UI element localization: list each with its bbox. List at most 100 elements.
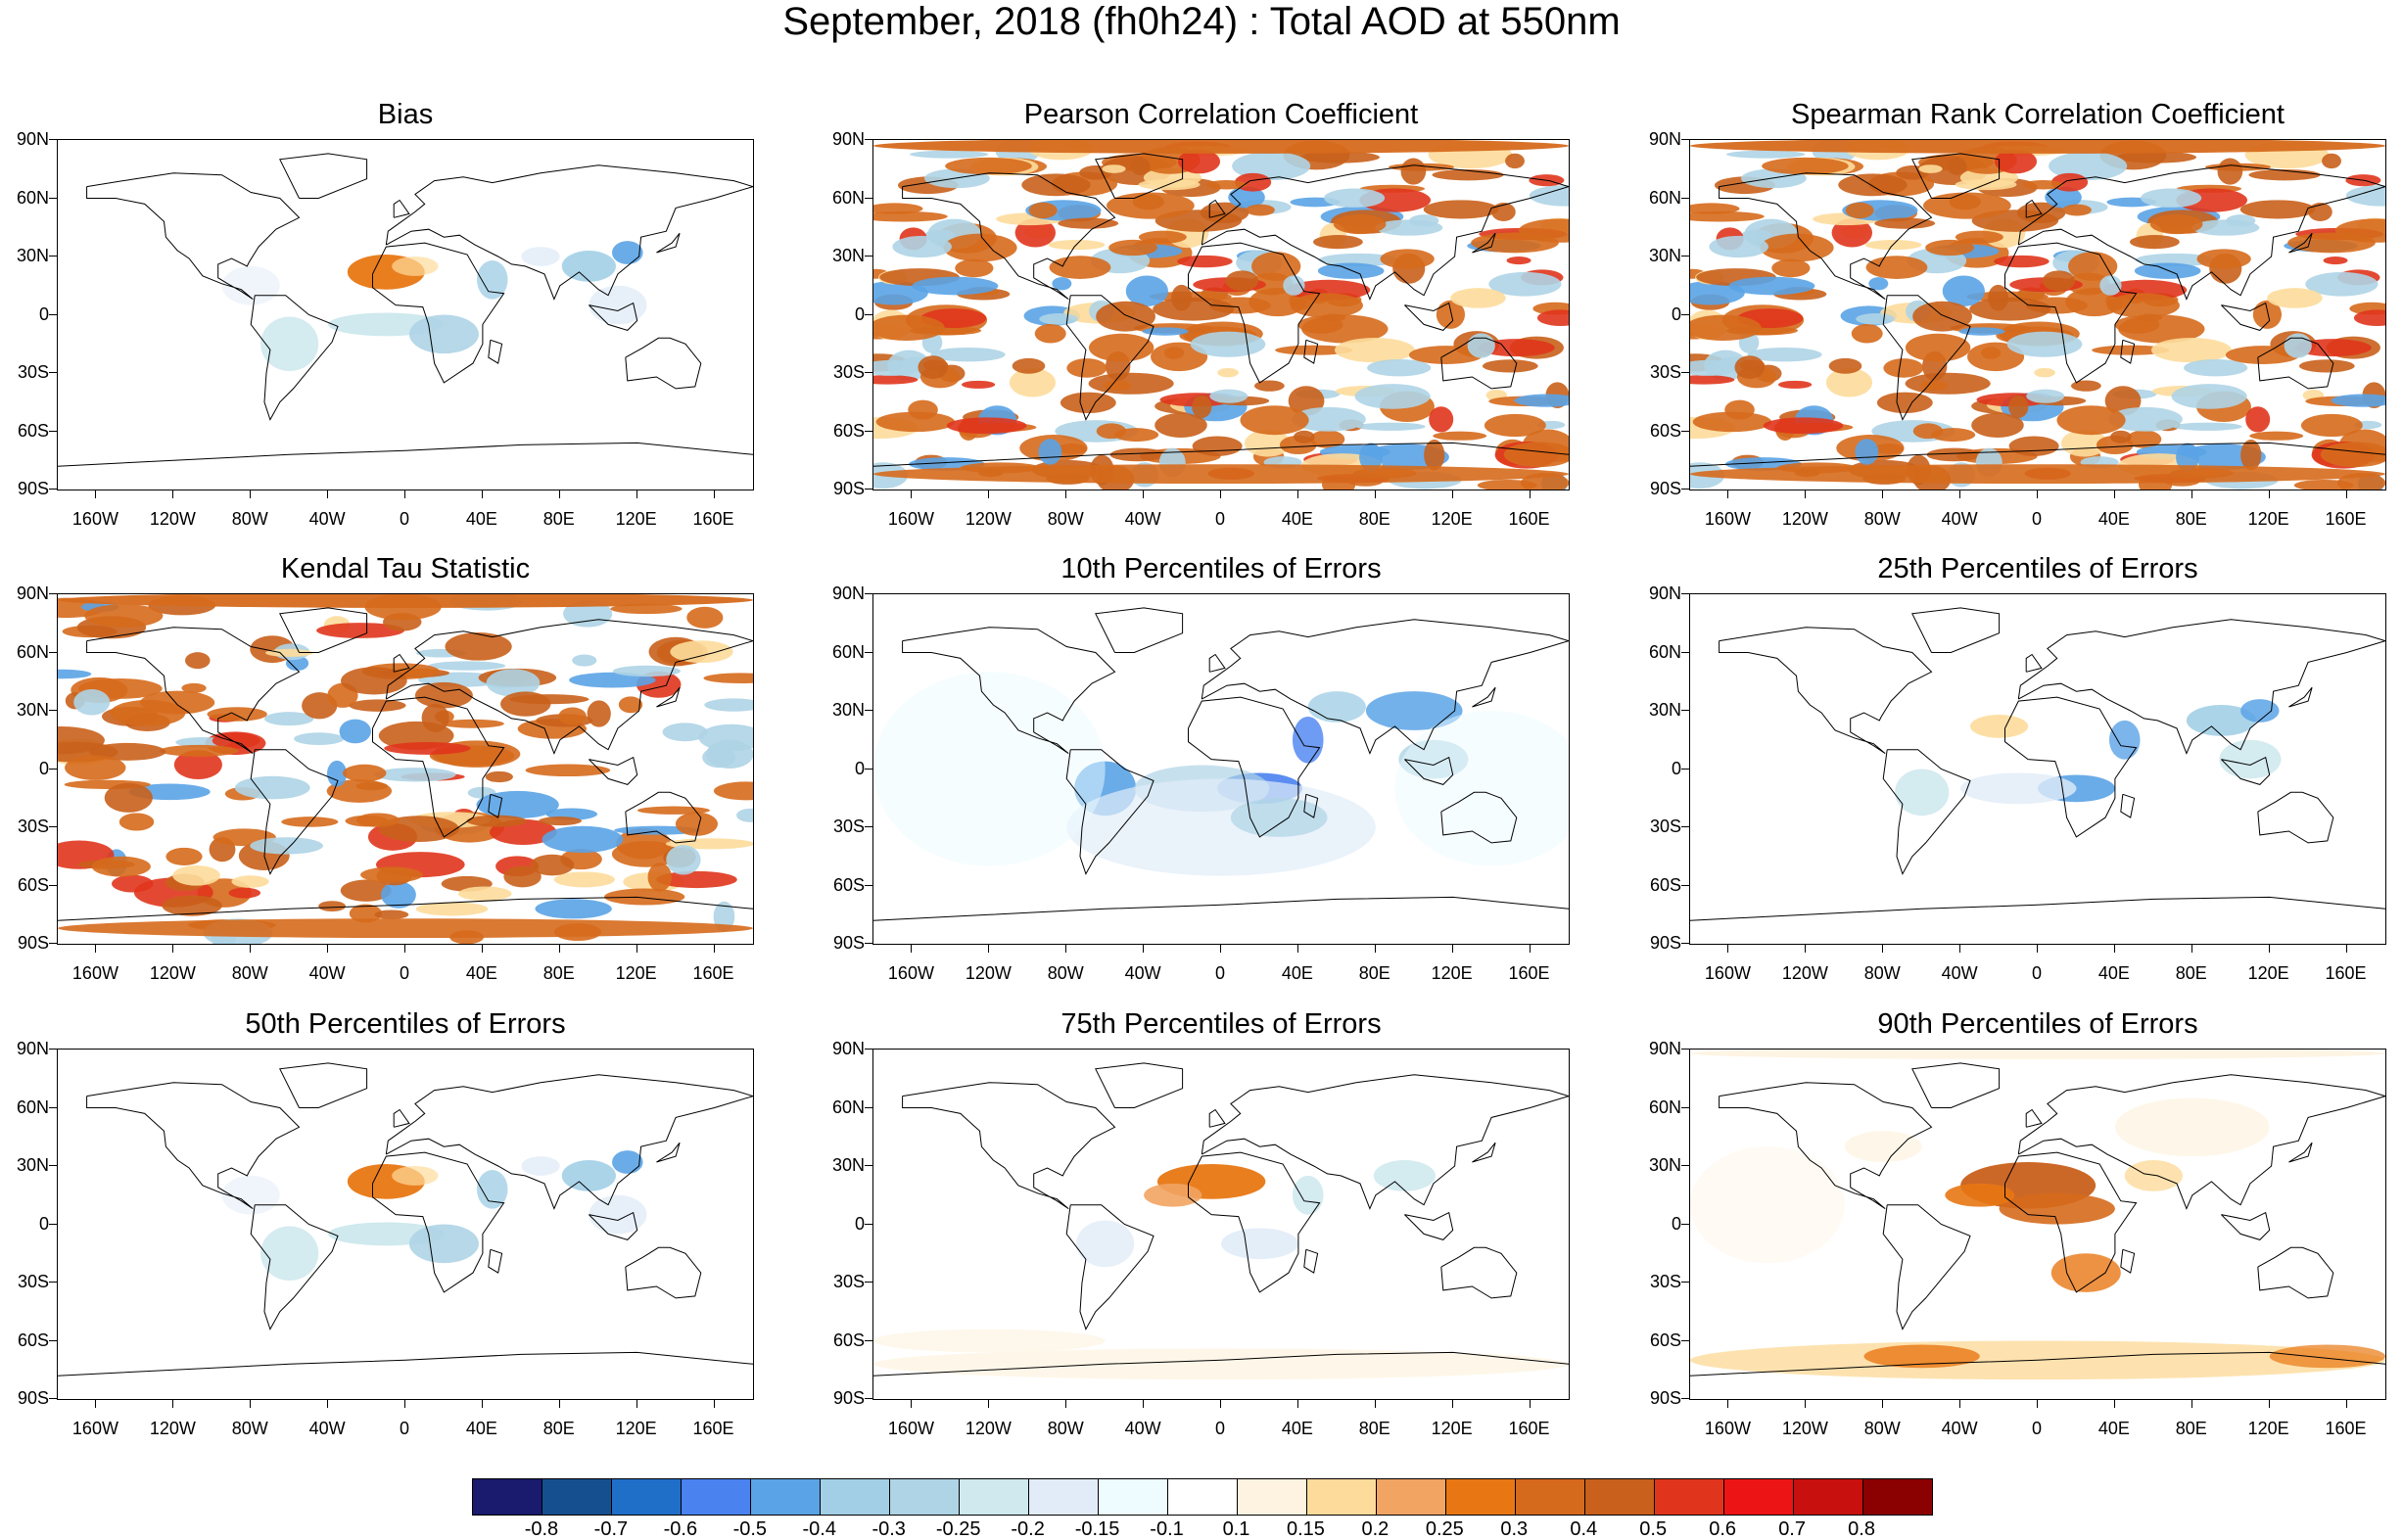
lon-label: 160E [692, 963, 734, 983]
field-patch [1919, 380, 1949, 392]
lon-tick [1065, 490, 1067, 498]
field-patch [616, 827, 672, 860]
map-plot-area [1689, 1049, 2386, 1400]
field-patch [2305, 271, 2379, 297]
lat-tick [865, 197, 872, 199]
field-patch [1999, 1192, 2115, 1225]
colorbar-label: -0.5 [732, 1518, 768, 1540]
field-patch [1874, 217, 1936, 229]
field-patch [1217, 367, 1239, 378]
field-patch [172, 865, 220, 886]
map-plot-area [872, 139, 1570, 490]
lat-tick [49, 826, 57, 827]
coastline [902, 172, 1116, 301]
field-patch [1290, 293, 1363, 318]
field-patch [892, 235, 952, 258]
map-panel: 25th Percentiles of Errors 90N 60N 30N 0 30S 6… [1649, 553, 2386, 983]
lon-label: 80W [1047, 963, 1084, 983]
field-patch [1365, 691, 1463, 730]
field-patch [1734, 355, 1766, 380]
lon-label: 160E [1508, 963, 1550, 983]
coastline [625, 337, 702, 390]
coastline [372, 242, 505, 384]
lat-tick [1681, 256, 1689, 257]
field-patch [1192, 396, 1212, 419]
lat-label: 90N [831, 129, 865, 149]
field-patch [1021, 173, 1091, 197]
lon-tick [558, 1400, 560, 1408]
lon-tick [1374, 945, 1376, 953]
field-patch [415, 902, 489, 916]
colorbar-label: -0.8 [524, 1518, 559, 1540]
field-patch [1925, 239, 1974, 257]
field-patch [181, 682, 207, 693]
lon-tick [1220, 490, 1221, 498]
lat-tick [865, 593, 872, 594]
lat-label: 0 [854, 303, 865, 324]
field-patch [1709, 235, 1768, 258]
field-patch [2056, 405, 2126, 436]
field-patch [1228, 186, 1265, 209]
coastline [1911, 1062, 2001, 1108]
lat-tick [49, 1223, 57, 1225]
lat-label: 90N [831, 583, 865, 603]
field-patch [1844, 1131, 1922, 1163]
lat-label: 60S [1649, 874, 1681, 895]
colorbar [472, 1478, 1933, 1516]
map-svg [58, 1062, 753, 1377]
field-patch [1039, 313, 1079, 325]
field-patch [1009, 368, 1057, 397]
field-patch [2252, 300, 2283, 329]
field-patch [360, 866, 423, 883]
field-patch [1163, 347, 1185, 359]
lon-tick [1529, 945, 1531, 953]
field-patch [1373, 1160, 1436, 1191]
field-patch [1154, 412, 1207, 438]
field-patch [58, 669, 92, 679]
lon-tick [2268, 1400, 2270, 1408]
field-patch [339, 719, 371, 744]
field-patch [341, 667, 407, 695]
field-patch [58, 918, 753, 939]
map-svg [58, 594, 753, 944]
lon-label: 0 [2031, 509, 2042, 529]
coastline [2120, 793, 2136, 818]
lon-label: 160W [71, 509, 118, 529]
lon-tick [1296, 490, 1298, 498]
coastline [1188, 696, 1321, 838]
lat-label: 0 [1671, 1213, 1681, 1234]
field-patch [318, 901, 346, 912]
lon-label: 40E [2097, 1419, 2130, 1438]
coastline [1690, 1351, 2385, 1377]
lon-label: 40E [465, 509, 497, 529]
lat-label: 30N [831, 246, 865, 265]
field-patch [349, 699, 406, 712]
coastline [488, 793, 503, 818]
lon-tick [2268, 490, 2270, 498]
field-patch [2293, 479, 2354, 490]
field-patch [1876, 392, 1933, 414]
field-patch [1690, 140, 2385, 154]
field-patch [486, 669, 541, 697]
field-patch [1690, 314, 1762, 342]
map-svg [1690, 140, 2385, 490]
lon-label: 80E [542, 963, 575, 983]
field-patch [1942, 275, 1985, 307]
coastline [2257, 791, 2334, 844]
field-patch [2108, 720, 2141, 760]
lon-tick [172, 945, 174, 953]
field-patch [1356, 422, 1426, 431]
field-patch [326, 760, 348, 787]
field-patch [530, 854, 575, 876]
coastline [873, 1351, 1569, 1377]
field-patch [1845, 202, 1874, 219]
field-patch [1177, 255, 1233, 268]
field-patch [2294, 339, 2372, 357]
field-patch [503, 865, 542, 888]
lon-tick [2191, 945, 2192, 953]
lon-tick [988, 490, 990, 498]
coastline [2120, 1248, 2136, 1274]
colorbar-label: 0.25 [1425, 1518, 1464, 1540]
coastline [2288, 686, 2313, 708]
lon-label: 40E [2097, 509, 2130, 529]
